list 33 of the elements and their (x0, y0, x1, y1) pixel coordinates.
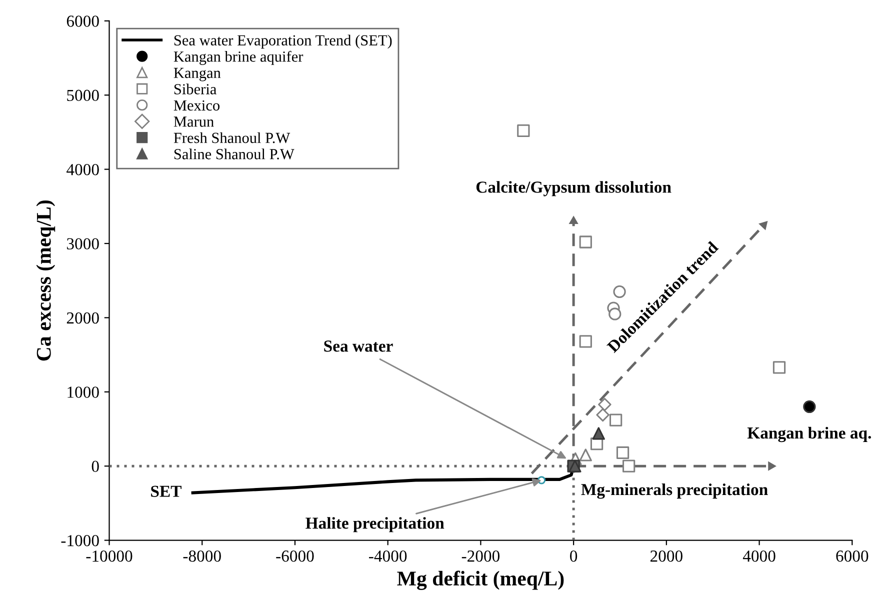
x-tick-label: -10000 (86, 550, 132, 562)
y-tick-label: 3000 (66, 238, 99, 250)
x-tick-label: -6000 (276, 550, 314, 562)
legend-label: Kangan brine aquifer (174, 50, 304, 65)
x-axis-title: Mg deficit (meq/L) (397, 570, 564, 590)
legend-label: Marun (174, 116, 214, 127)
annotation: Calcite/Gypsum dissolution (476, 181, 672, 196)
legend-label: Mexico (174, 100, 220, 111)
y-tick-label: 1000 (68, 386, 99, 398)
y-tick-label: 0 (92, 460, 99, 472)
annotation: SET (151, 486, 182, 497)
x-tick-label: -4000 (369, 550, 407, 562)
x-tick-label: -8000 (183, 550, 221, 562)
legend-label: Siberia (174, 84, 216, 94)
legend-label: Sea water Evaporation Trend (SET) (174, 34, 392, 49)
y-tick-label: 2000 (66, 312, 99, 324)
y-axis-title: Ca excess (meq/L) (36, 200, 56, 361)
x-tick-label: 4000 (742, 550, 776, 562)
x-tick-label: 6000 (836, 550, 868, 562)
annotation: Sea water (324, 340, 393, 352)
legend-label: Kangan (174, 68, 221, 82)
annotation: Kangan brine aq. (747, 426, 871, 442)
x-tick-label: -2000 (462, 550, 500, 562)
y-tick-label: 4000 (66, 164, 99, 176)
legend-label: Saline Shanoul P.W (174, 148, 294, 160)
y-tick-label: -1000 (61, 534, 99, 546)
x-tick-label: 2000 (650, 550, 682, 562)
legend-label: Fresh Shanoul P.W (174, 132, 290, 144)
x-tick-label: 0 (570, 550, 578, 562)
y-tick-label: 5000 (67, 90, 99, 102)
annotation: Mg-minerals precipitation (581, 483, 768, 499)
y-tick-label: 6000 (66, 16, 99, 27)
annotation: Halite precipitation (306, 517, 444, 532)
